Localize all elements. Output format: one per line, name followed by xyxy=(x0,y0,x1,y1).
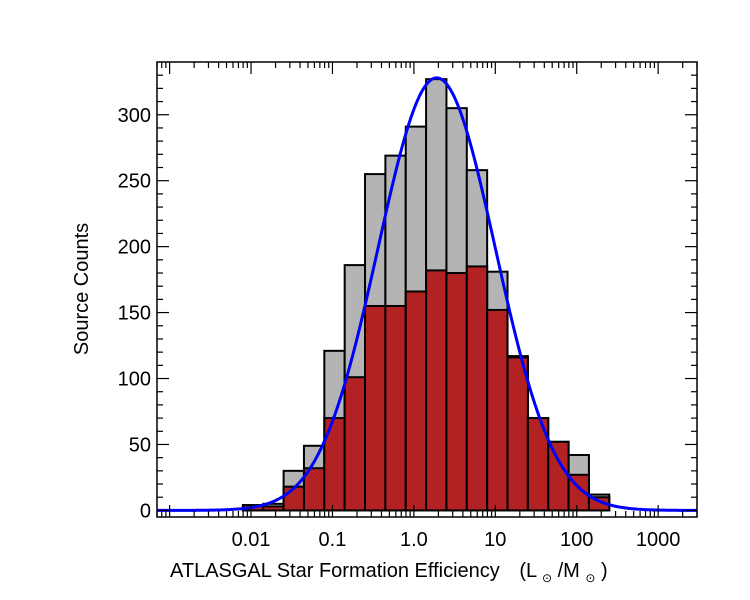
x-tick-label: 0.01 xyxy=(232,529,271,551)
x-tick-label: 0.1 xyxy=(319,529,347,551)
subset-bars xyxy=(241,265,611,512)
x-axis-label-unit-close: ) xyxy=(601,560,608,582)
y-tick-label: 250 xyxy=(118,171,151,193)
x-axis-label-main: ATLASGAL Star Formation Efficiency xyxy=(170,560,500,582)
y-tick-label: 100 xyxy=(118,369,151,391)
x-tick-label: 10 xyxy=(484,529,506,551)
plot-frame xyxy=(156,61,698,518)
bar-subset xyxy=(384,304,407,512)
axis-ticks xyxy=(156,62,698,517)
bar-subset xyxy=(262,505,285,512)
x-tick-label: 1000 xyxy=(636,529,681,551)
x-axis-label: ATLASGAL Star Formation Efficiency (L ⊙ … xyxy=(170,560,608,587)
bar-subset xyxy=(445,272,468,512)
y-tick-labels: 0 50 100 150 200 250 300 xyxy=(118,105,151,523)
bar-subset xyxy=(547,440,570,512)
x-tick-label: 1.0 xyxy=(400,529,428,551)
x-axis-label-sun-symbol-2: ⊙ xyxy=(585,571,595,585)
x-axis-label-unit-mid: /M xyxy=(558,560,580,582)
bar-subset xyxy=(364,304,387,512)
y-tick-label: 50 xyxy=(129,434,151,456)
gaussian-fit-curve xyxy=(157,76,697,512)
y-tick-label: 0 xyxy=(140,500,151,522)
bar-subset xyxy=(486,308,509,512)
bar-subset xyxy=(465,265,489,512)
y-tick-label: 200 xyxy=(118,237,151,259)
x-tick-label: 100 xyxy=(560,529,593,551)
y-tick-label: 150 xyxy=(118,303,151,325)
bar-subset xyxy=(343,376,367,512)
y-axis-label: Source Counts xyxy=(71,223,93,355)
bar-subset xyxy=(425,269,448,512)
x-axis-label-sun-symbol-1: ⊙ xyxy=(542,571,552,585)
x-tick-labels: 0.01 0.1 1.0 10 100 1000 xyxy=(232,529,681,551)
y-tick-label: 300 xyxy=(118,105,151,127)
bar-subset xyxy=(506,356,529,512)
bar-subset xyxy=(404,290,428,512)
x-axis-label-unit: (L xyxy=(519,560,537,582)
